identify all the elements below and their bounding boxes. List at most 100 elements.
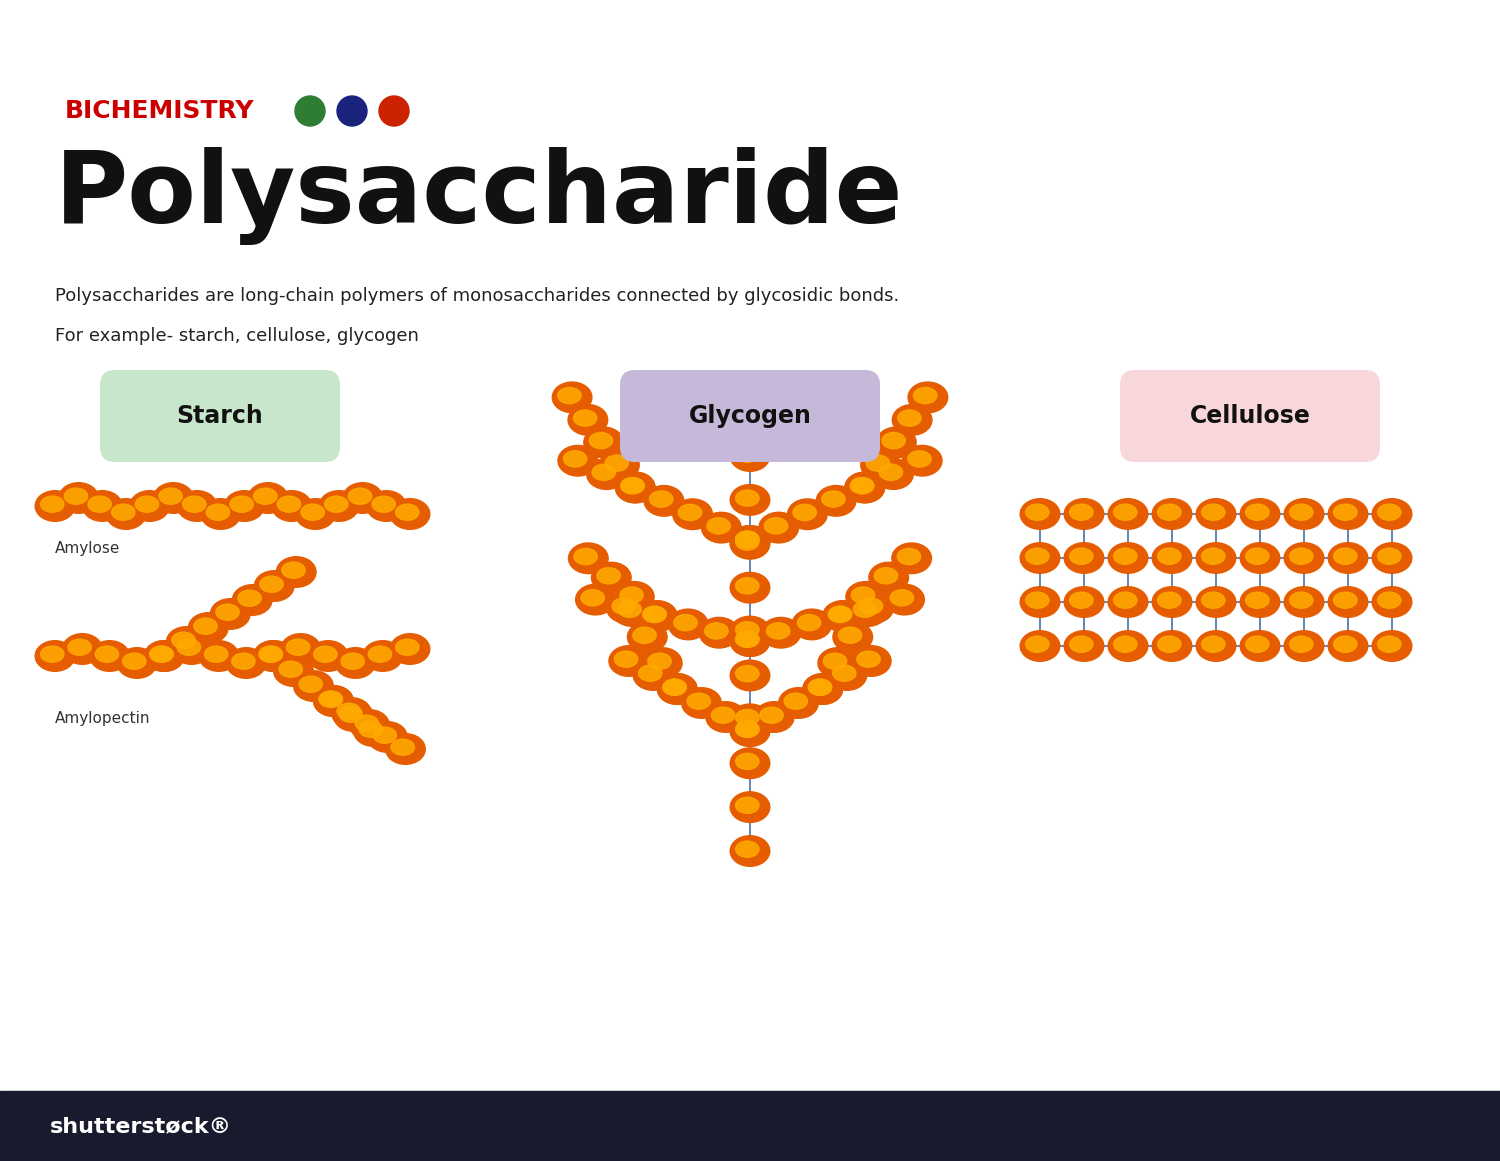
Ellipse shape xyxy=(615,651,638,668)
Ellipse shape xyxy=(604,455,628,471)
Ellipse shape xyxy=(885,584,924,615)
Ellipse shape xyxy=(580,590,604,606)
Ellipse shape xyxy=(1070,548,1094,564)
Ellipse shape xyxy=(669,610,708,640)
Ellipse shape xyxy=(914,388,938,404)
Ellipse shape xyxy=(612,598,636,614)
Ellipse shape xyxy=(778,687,819,719)
Ellipse shape xyxy=(260,647,282,662)
Ellipse shape xyxy=(201,499,240,529)
Ellipse shape xyxy=(1152,542,1192,574)
Ellipse shape xyxy=(1245,636,1269,652)
Ellipse shape xyxy=(892,404,932,435)
Ellipse shape xyxy=(1284,499,1324,529)
Ellipse shape xyxy=(1377,548,1401,564)
Ellipse shape xyxy=(1328,542,1368,574)
Ellipse shape xyxy=(882,433,906,448)
Ellipse shape xyxy=(135,496,159,512)
Ellipse shape xyxy=(255,571,294,601)
Ellipse shape xyxy=(1196,542,1236,574)
Ellipse shape xyxy=(1196,499,1236,529)
Ellipse shape xyxy=(150,647,172,662)
Circle shape xyxy=(380,96,410,127)
Ellipse shape xyxy=(358,721,382,737)
Ellipse shape xyxy=(644,485,684,517)
Ellipse shape xyxy=(1202,504,1225,520)
Ellipse shape xyxy=(166,627,206,657)
Ellipse shape xyxy=(153,483,194,513)
Text: Starch: Starch xyxy=(177,404,264,428)
Ellipse shape xyxy=(273,656,314,686)
Ellipse shape xyxy=(644,606,666,622)
Ellipse shape xyxy=(730,441,770,471)
Ellipse shape xyxy=(254,641,294,671)
Ellipse shape xyxy=(573,410,597,426)
Ellipse shape xyxy=(674,499,712,529)
Ellipse shape xyxy=(238,590,261,606)
Ellipse shape xyxy=(609,646,648,677)
Ellipse shape xyxy=(1064,499,1104,529)
Ellipse shape xyxy=(908,382,948,412)
Ellipse shape xyxy=(1290,548,1312,564)
Ellipse shape xyxy=(702,512,741,543)
Ellipse shape xyxy=(1202,548,1225,564)
Ellipse shape xyxy=(794,504,816,520)
Ellipse shape xyxy=(633,627,657,643)
Ellipse shape xyxy=(730,748,770,779)
Ellipse shape xyxy=(730,572,770,603)
Ellipse shape xyxy=(621,477,644,493)
Ellipse shape xyxy=(320,691,342,707)
Ellipse shape xyxy=(207,504,230,520)
Ellipse shape xyxy=(699,618,740,648)
Ellipse shape xyxy=(314,686,354,716)
Ellipse shape xyxy=(850,477,874,493)
Ellipse shape xyxy=(1377,504,1401,520)
Ellipse shape xyxy=(1158,636,1180,652)
Ellipse shape xyxy=(339,706,363,722)
Ellipse shape xyxy=(792,610,831,640)
Ellipse shape xyxy=(735,490,759,506)
Ellipse shape xyxy=(40,647,64,662)
Ellipse shape xyxy=(1202,636,1225,652)
Ellipse shape xyxy=(390,499,430,529)
Ellipse shape xyxy=(735,721,759,737)
Ellipse shape xyxy=(798,614,820,630)
Ellipse shape xyxy=(730,616,770,647)
Ellipse shape xyxy=(892,543,932,574)
Ellipse shape xyxy=(657,673,698,705)
Ellipse shape xyxy=(1245,504,1269,520)
Ellipse shape xyxy=(1070,592,1094,608)
Ellipse shape xyxy=(1328,630,1368,662)
Ellipse shape xyxy=(650,491,674,507)
Ellipse shape xyxy=(344,483,382,513)
Ellipse shape xyxy=(730,661,770,691)
Ellipse shape xyxy=(730,836,770,866)
Ellipse shape xyxy=(90,641,129,671)
Ellipse shape xyxy=(333,701,374,731)
Ellipse shape xyxy=(735,578,759,594)
Ellipse shape xyxy=(363,641,402,671)
Ellipse shape xyxy=(639,665,662,682)
Ellipse shape xyxy=(338,704,360,720)
Ellipse shape xyxy=(706,518,730,534)
Text: Glycogen: Glycogen xyxy=(688,404,812,428)
Ellipse shape xyxy=(674,614,698,630)
Ellipse shape xyxy=(189,613,228,643)
Ellipse shape xyxy=(254,488,278,504)
Ellipse shape xyxy=(597,568,621,584)
Ellipse shape xyxy=(824,654,846,670)
Ellipse shape xyxy=(816,485,856,517)
Ellipse shape xyxy=(232,585,272,615)
Ellipse shape xyxy=(1245,592,1269,608)
Ellipse shape xyxy=(1020,630,1060,662)
Ellipse shape xyxy=(868,562,909,593)
Ellipse shape xyxy=(735,621,759,637)
Ellipse shape xyxy=(802,673,843,705)
Ellipse shape xyxy=(340,654,364,669)
Ellipse shape xyxy=(852,587,874,604)
Ellipse shape xyxy=(824,601,862,632)
Ellipse shape xyxy=(286,639,310,655)
Ellipse shape xyxy=(64,488,87,504)
Ellipse shape xyxy=(681,687,722,719)
Ellipse shape xyxy=(663,679,687,695)
